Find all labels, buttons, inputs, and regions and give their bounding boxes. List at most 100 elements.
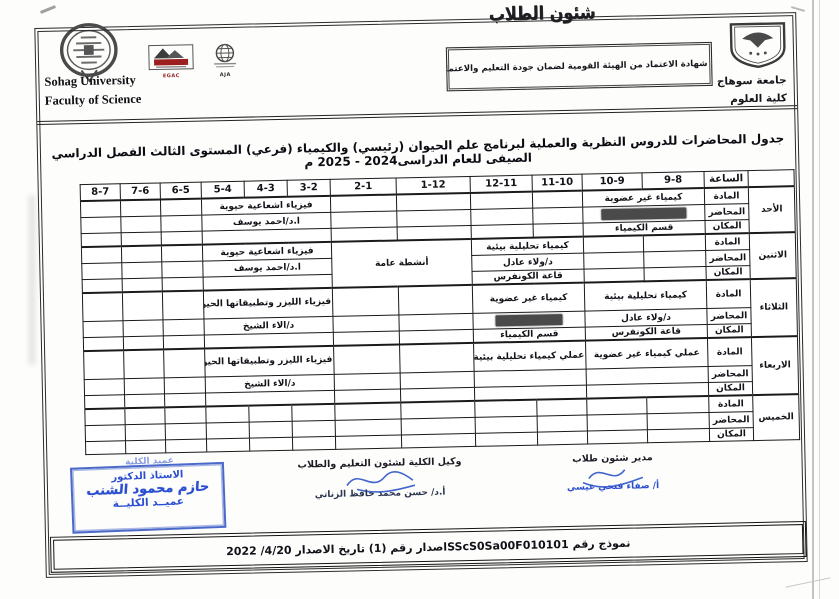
empty-cell [120, 215, 162, 233]
empty-cell [583, 235, 644, 254]
empty-cell [160, 198, 202, 216]
empty-cell [335, 434, 402, 450]
form-number-footer: نموذج رقم SScS0Sa00F010101اصدار رقم (1) … [50, 519, 807, 575]
empty-cell [83, 350, 125, 380]
empty-cell [161, 261, 204, 278]
empty-cell [161, 231, 203, 246]
aja-label: AJA [219, 71, 231, 79]
time-slot-header: 8-7 [80, 183, 121, 202]
university-name-arabic: جامعة سوهاج كلية العلوم [717, 71, 787, 109]
empty-cell [80, 200, 121, 218]
empty-cell [205, 405, 250, 424]
empty-cell [84, 378, 125, 396]
student-affairs-banner: شئون الطلاب [488, 0, 596, 25]
empty-cell [533, 223, 584, 238]
faculty-name-en: Faculty of Science [44, 92, 142, 109]
dean-stamp-ghost-text: عميد الكلية [124, 455, 174, 468]
empty-cell [537, 415, 588, 433]
empty-cell [647, 428, 710, 443]
empty-cell [335, 418, 402, 437]
scan-smudge [29, 195, 35, 365]
page-edge-line [812, 0, 814, 599]
faculty-name-ar: كلية العلوم [730, 92, 788, 106]
time-slot-header: 5-4 [201, 181, 245, 199]
empty-cell [206, 422, 250, 440]
day-column-header [747, 169, 795, 188]
university-seal-icon [59, 23, 118, 83]
empty-cell [474, 399, 538, 418]
time-slot-header: 3-2 [287, 179, 331, 197]
empty-cell [120, 199, 161, 217]
vice-dean-name: أ.د/ حسن محمد حافظ الزناتي [314, 487, 446, 501]
empty-cell [332, 314, 400, 333]
empty-cell [124, 393, 165, 409]
student-affairs-signature-block: مدير شئون طلاب أ/ صفاء فتحي عيسي [552, 452, 673, 494]
row-label-subject: المادة [704, 187, 749, 205]
vice-dean-signature-block: وكيل الكلية لشئون التعليم والطلاب أ.د/ ح… [284, 456, 475, 501]
empty-cell [646, 395, 710, 414]
page-fold-line [785, 577, 831, 588]
empty-cell [330, 210, 398, 229]
university-name-english: Sohag University Faculty of Science [44, 71, 141, 112]
empty-cell [81, 262, 123, 280]
time-slot-header: 6-5 [160, 182, 202, 200]
row-label-lecturer: المحاضر [709, 411, 754, 429]
empty-cell [161, 244, 203, 262]
empty-cell [536, 398, 588, 417]
empty-cell [401, 433, 476, 448]
subject-cell: عملي كيمياء تحليلية بيئية [473, 340, 587, 372]
time-slot-header: 11-10 [532, 174, 583, 192]
time-slot-header: 9-8 [641, 171, 705, 190]
empty-cell [83, 336, 124, 352]
empty-cell [163, 335, 205, 350]
time-slot-header: 1-12 [396, 176, 471, 195]
empty-cell [470, 191, 533, 210]
student-affairs-title: مدير شئون طلاب [572, 452, 653, 465]
row-label-place: المكان [705, 265, 751, 281]
empty-cell [124, 407, 166, 425]
empty-cell [400, 400, 476, 419]
day-sunday: الأحد [748, 186, 796, 234]
day-thursday: الخميس [752, 394, 800, 441]
empty-cell [85, 440, 126, 455]
row-label-lecturer: المحاضر [706, 307, 752, 325]
empty-cell [165, 439, 207, 453]
empty-cell [82, 278, 123, 294]
empty-cell [165, 423, 207, 440]
empty-cell [396, 209, 472, 227]
row-label-lecturer: المحاضر [708, 365, 753, 383]
empty-cell [82, 320, 124, 338]
row-label-lecturer: المحاضر [704, 203, 749, 221]
subject-cell: فيزياء الليزر وتطبيقاتها الحيوية&مقرر حر… [204, 345, 335, 378]
general-activities-cell: أنشطة عامة [331, 238, 473, 288]
empty-cell [82, 292, 123, 322]
egac-label: EGAC [162, 73, 180, 80]
time-slot-header: 12-11 [470, 175, 533, 193]
student-affairs-signature-icon [582, 469, 644, 488]
time-slot-header: 4-3 [244, 180, 288, 198]
empty-cell [470, 208, 534, 226]
row-label-lecturer: المحاضر [705, 249, 750, 267]
empty-cell [643, 266, 707, 282]
row-label-place: المكان [709, 427, 754, 442]
scan-corner-mark [40, 5, 56, 14]
scan-corner-mark [790, 6, 806, 12]
row-label-subject: المادة [706, 279, 751, 309]
timetable: الساعة 9-8 10-9 11-10 12-11 1-12 2-1 3-2… [79, 169, 801, 456]
row-label-place: المكان [708, 381, 753, 396]
empty-cell [160, 215, 203, 232]
subject-cell: عملي كيمياء غير عضوية [585, 338, 709, 370]
empty-cell [249, 437, 293, 452]
empty-cell [334, 388, 401, 404]
row-label-place: المكان [705, 219, 750, 235]
empty-cell [587, 429, 648, 445]
empty-cell [121, 245, 162, 263]
empty-cell [334, 372, 401, 391]
empty-cell [475, 432, 538, 447]
empty-cell [396, 192, 471, 211]
row-label-subject: المادة [705, 233, 750, 251]
vice-dean-title: وكيل الكلية لشئون التعليم والطلاب [297, 456, 462, 471]
empty-cell [163, 348, 206, 378]
empty-cell [81, 246, 122, 264]
